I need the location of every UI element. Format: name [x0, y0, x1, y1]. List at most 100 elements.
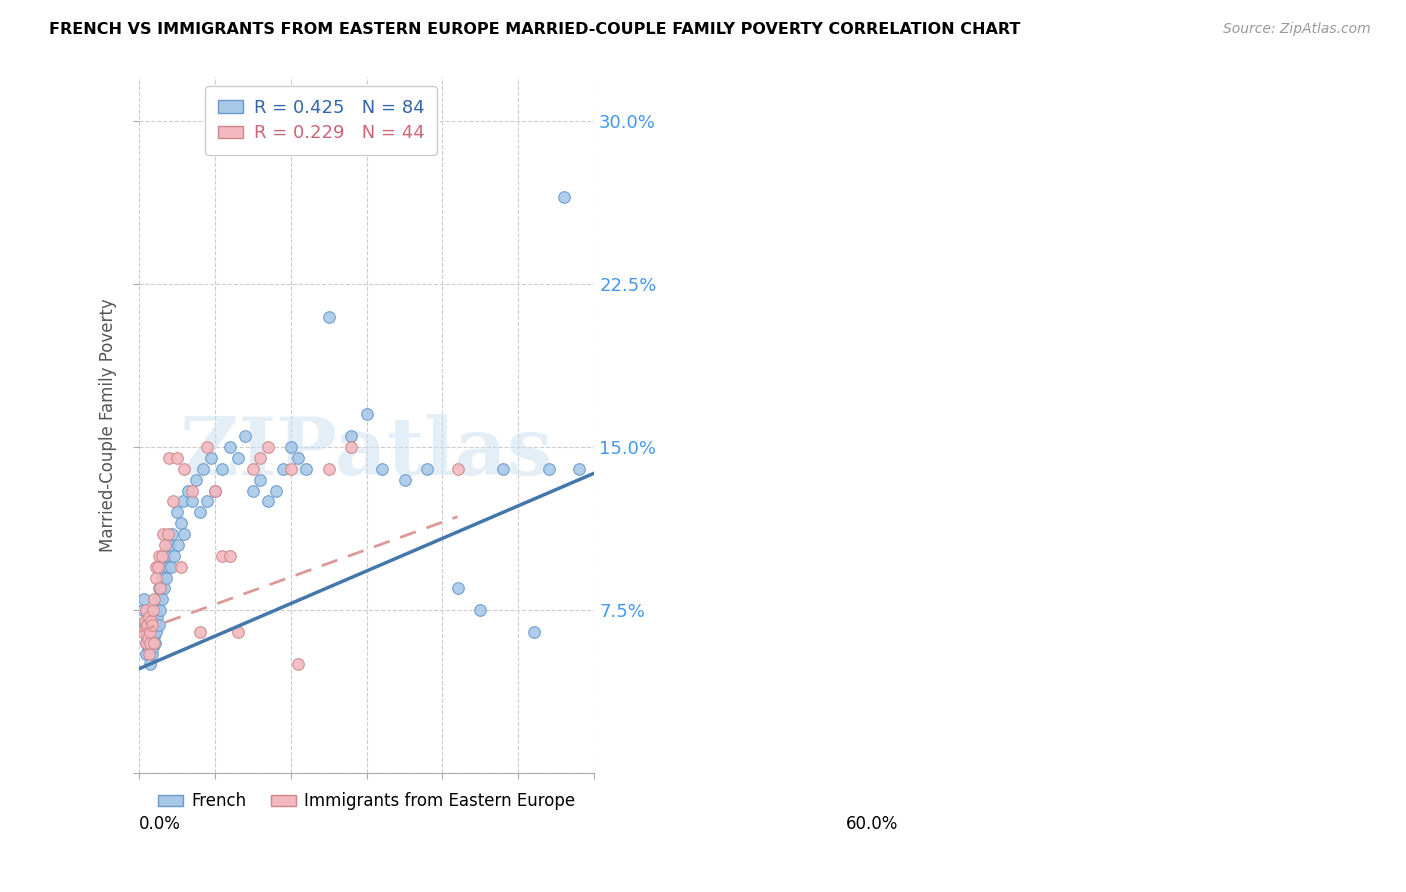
Point	[249, 473, 271, 487]
Point	[226, 624, 249, 639]
Point	[136, 632, 159, 646]
Point	[135, 636, 157, 650]
Point	[181, 483, 204, 498]
Point	[280, 462, 302, 476]
Point	[134, 614, 156, 628]
Point	[138, 636, 160, 650]
Point	[162, 494, 184, 508]
Point	[156, 559, 179, 574]
Point	[162, 527, 184, 541]
Point	[522, 624, 544, 639]
Point	[143, 636, 166, 650]
Point	[155, 549, 177, 563]
Point	[295, 462, 318, 476]
Point	[226, 450, 249, 465]
Point	[257, 494, 280, 508]
Point	[138, 618, 160, 632]
Point	[157, 538, 180, 552]
Point	[134, 618, 156, 632]
Point	[184, 473, 207, 487]
Point	[152, 592, 174, 607]
Text: Source: ZipAtlas.com: Source: ZipAtlas.com	[1223, 22, 1371, 37]
Point	[139, 629, 162, 643]
Point	[204, 483, 226, 498]
Point	[280, 440, 302, 454]
Point	[149, 582, 172, 596]
Point	[150, 549, 173, 563]
Point	[157, 450, 180, 465]
Point	[135, 624, 157, 639]
Point	[145, 559, 167, 574]
Point	[340, 429, 363, 443]
Point	[143, 592, 166, 607]
Point	[135, 614, 157, 628]
Point	[446, 462, 468, 476]
Point	[553, 190, 575, 204]
Point	[173, 527, 195, 541]
Point	[139, 640, 162, 654]
Point	[204, 483, 226, 498]
Point	[145, 618, 167, 632]
Point	[195, 440, 218, 454]
Point	[146, 609, 169, 624]
Point	[150, 570, 173, 584]
Point	[159, 559, 181, 574]
Point	[166, 505, 188, 519]
Text: 60.0%: 60.0%	[845, 815, 898, 833]
Point	[134, 592, 156, 607]
Point	[568, 462, 591, 476]
Point	[287, 450, 309, 465]
Point	[146, 592, 169, 607]
Point	[257, 440, 280, 454]
Text: FRENCH VS IMMIGRANTS FROM EASTERN EUROPE MARRIED-COUPLE FAMILY POVERTY CORRELATI: FRENCH VS IMMIGRANTS FROM EASTERN EUROPE…	[49, 22, 1021, 37]
Point	[492, 462, 515, 476]
Point	[136, 609, 159, 624]
Point	[138, 624, 160, 639]
Point	[446, 582, 468, 596]
Point	[172, 494, 194, 508]
Point	[141, 647, 163, 661]
Point	[148, 549, 170, 563]
Point	[340, 440, 363, 454]
Text: ZIPatlas: ZIPatlas	[180, 414, 553, 492]
Point	[173, 462, 195, 476]
Point	[287, 657, 309, 672]
Point	[394, 473, 416, 487]
Point	[163, 549, 186, 563]
Point	[195, 494, 218, 508]
Point	[169, 516, 191, 530]
Point	[145, 624, 167, 639]
Point	[142, 640, 165, 654]
Point	[139, 657, 162, 672]
Point	[141, 636, 163, 650]
Point	[138, 636, 160, 650]
Point	[153, 582, 176, 596]
Point	[416, 462, 439, 476]
Point	[470, 603, 492, 617]
Point	[146, 559, 169, 574]
Point	[155, 570, 177, 584]
Point	[148, 618, 170, 632]
Point	[143, 629, 166, 643]
Point	[249, 450, 271, 465]
Point	[131, 624, 153, 639]
Point	[166, 450, 188, 465]
Point	[138, 647, 160, 661]
Point	[135, 603, 157, 617]
Point	[271, 462, 294, 476]
Point	[145, 570, 167, 584]
Point	[177, 483, 200, 498]
Point	[139, 636, 162, 650]
Point	[135, 636, 157, 650]
Point	[135, 647, 157, 661]
Point	[219, 549, 242, 563]
Point	[371, 462, 394, 476]
Point	[136, 618, 159, 632]
Point	[200, 450, 222, 465]
Point	[149, 603, 172, 617]
Point	[233, 429, 256, 443]
Point	[136, 640, 159, 654]
Point	[242, 483, 264, 498]
Point	[242, 462, 264, 476]
Point	[143, 636, 166, 650]
